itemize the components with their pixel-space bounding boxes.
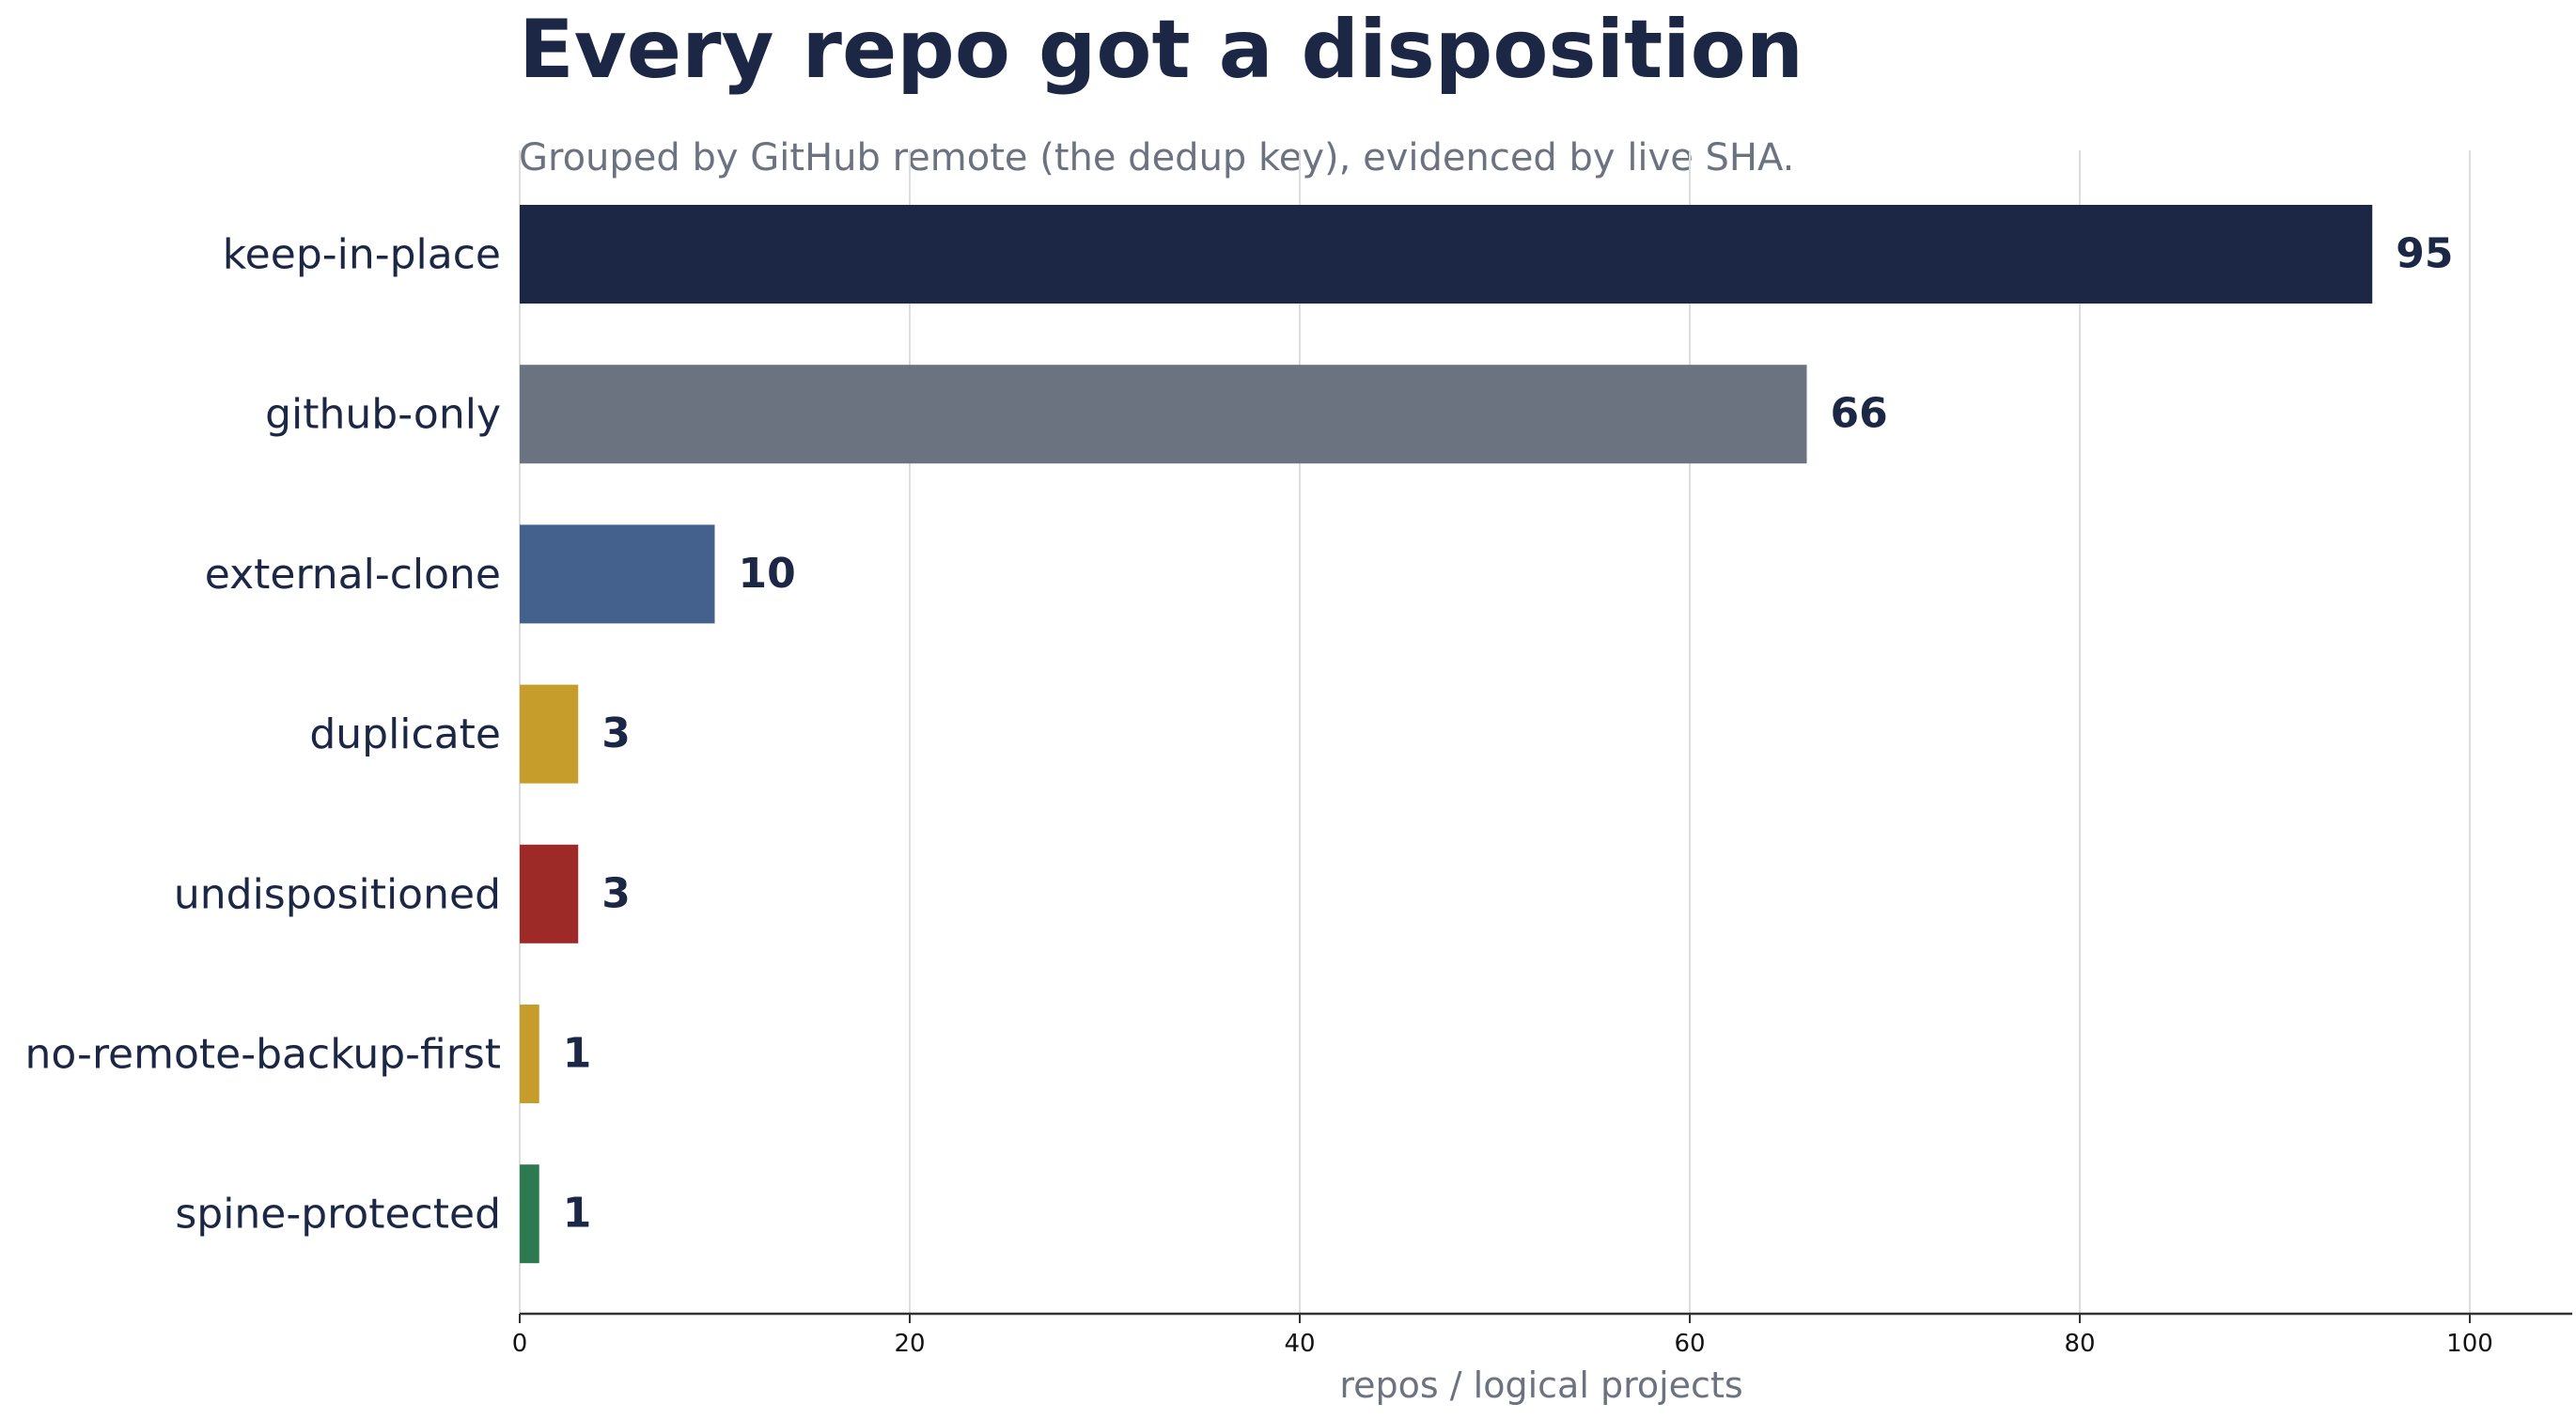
x-tick-label: 40 — [1284, 1330, 1315, 1358]
category-label: no-remote-backup-first — [24, 1031, 501, 1079]
value-label: 66 — [1831, 390, 1888, 438]
bar-github-only — [520, 365, 1807, 464]
bar-duplicate — [520, 684, 579, 784]
value-label: 3 — [601, 710, 631, 757]
value-label: 95 — [2396, 230, 2453, 278]
x-axis: 0 20 40 60 80 100 — [512, 1312, 2572, 1358]
x-axis-label: repos / logical projects — [1339, 1364, 1742, 1406]
value-label: 1 — [563, 1030, 592, 1078]
bars: keep-in-place 95 github-only 66 external-clo… — [24, 205, 2453, 1264]
chart-title: Every repo got a disposition — [519, 3, 1803, 97]
category-label: external-clone — [205, 551, 501, 599]
bar-keep-in-place — [520, 205, 2373, 304]
x-tick-label: 0 — [512, 1330, 528, 1358]
category-label: duplicate — [309, 710, 501, 758]
value-label: 3 — [601, 869, 631, 917]
category-label: undispositioned — [174, 870, 501, 918]
value-label: 10 — [739, 550, 796, 598]
x-tick-label: 20 — [894, 1330, 925, 1358]
chart-subtitle: Grouped by GitHub remote (the dedup key)… — [519, 136, 1795, 179]
bar-undispositioned — [520, 844, 579, 943]
x-tick-label: 60 — [1674, 1330, 1705, 1358]
x-tick-label: 80 — [2064, 1330, 2095, 1358]
category-label: github-only — [265, 391, 501, 439]
value-label: 1 — [563, 1190, 592, 1238]
category-label: keep-in-place — [223, 231, 501, 279]
bar-external-clone — [520, 524, 715, 624]
category-label: spine-protected — [175, 1191, 501, 1239]
x-tick-label: 100 — [2446, 1330, 2493, 1358]
grid-lines — [519, 150, 2471, 1314]
bar-spine-protected — [520, 1164, 539, 1264]
bar-no-remote-backup-first — [520, 1005, 539, 1103]
